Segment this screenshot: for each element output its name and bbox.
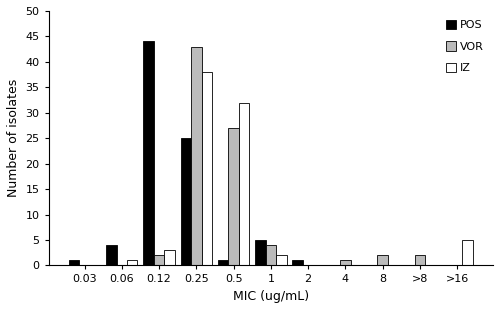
X-axis label: MIC (ug/mL): MIC (ug/mL) xyxy=(233,290,309,303)
Bar xyxy=(127,260,138,265)
Bar xyxy=(154,255,164,265)
Bar xyxy=(239,103,249,265)
Bar xyxy=(378,255,388,265)
Bar xyxy=(255,240,266,265)
Bar xyxy=(218,260,228,265)
Bar xyxy=(414,255,425,265)
Bar xyxy=(144,42,154,265)
Bar xyxy=(292,260,303,265)
Bar xyxy=(340,260,350,265)
Bar xyxy=(266,245,276,265)
Bar xyxy=(180,138,191,265)
Bar xyxy=(164,250,174,265)
Bar xyxy=(191,46,202,265)
Bar xyxy=(462,240,473,265)
Bar xyxy=(228,128,239,265)
Bar xyxy=(106,245,117,265)
Bar xyxy=(69,260,80,265)
Y-axis label: Number of isolates: Number of isolates xyxy=(7,79,20,197)
Bar xyxy=(276,255,286,265)
Legend: POS, VOR, IZ: POS, VOR, IZ xyxy=(442,16,488,77)
Bar xyxy=(202,72,212,265)
